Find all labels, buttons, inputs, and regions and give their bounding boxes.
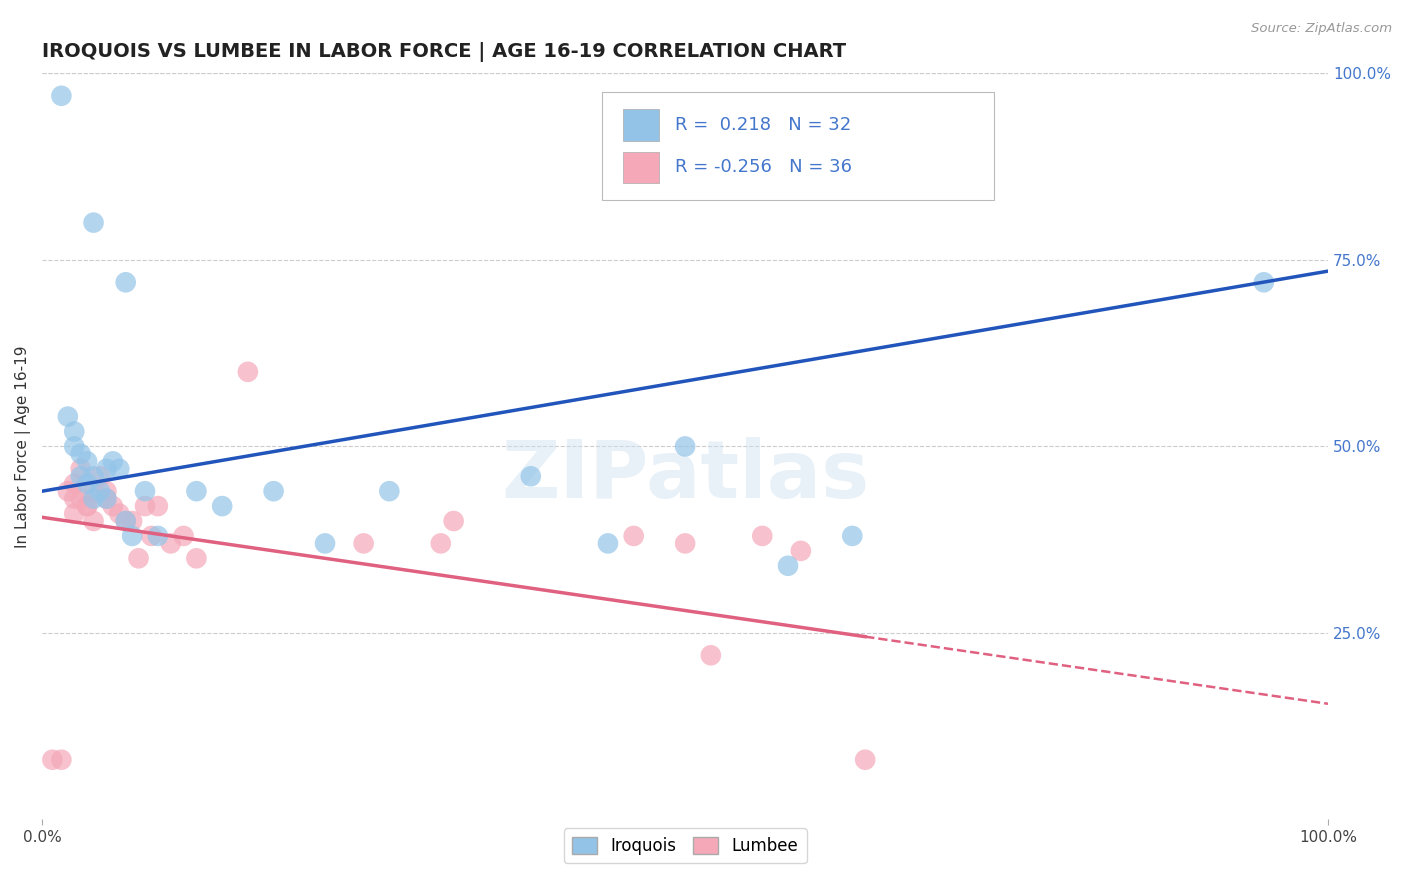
Point (83, 484, 105, 499)
Point (69, 469, 91, 483)
Point (56, 484, 79, 499)
Point (96, 462, 118, 476)
Point (790, 544, 813, 558)
Y-axis label: In Labor Force | Age 16-19: In Labor Force | Age 16-19 (15, 345, 31, 548)
Point (101, 454, 124, 468)
Point (114, 275, 136, 289)
Point (314, 536, 336, 550)
Point (63, 439, 86, 453)
Point (236, 365, 259, 379)
Point (76, 454, 98, 468)
Legend: Iroquois, Lumbee: Iroquois, Lumbee (564, 829, 807, 863)
Point (108, 462, 131, 476)
Point (186, 484, 208, 499)
Point (114, 514, 136, 528)
Point (96, 491, 118, 506)
Point (353, 536, 375, 550)
Point (146, 499, 169, 513)
Point (101, 499, 124, 513)
Text: ZIPatlas: ZIPatlas (501, 437, 869, 516)
Point (673, 439, 696, 453)
Point (96, 484, 118, 499)
Point (429, 536, 451, 550)
FancyBboxPatch shape (623, 109, 659, 141)
Point (63, 491, 86, 506)
Point (121, 514, 143, 528)
Point (69, 491, 91, 506)
Point (128, 551, 150, 566)
Point (121, 529, 143, 543)
Point (146, 529, 169, 543)
Point (76, 499, 98, 513)
Point (211, 499, 233, 513)
Point (63, 425, 86, 439)
Point (134, 484, 156, 499)
Point (1253, 275, 1275, 289)
Point (751, 529, 773, 543)
Point (108, 507, 131, 521)
Point (841, 529, 863, 543)
Point (186, 551, 208, 566)
Point (83, 491, 105, 506)
Point (596, 536, 619, 550)
Point (673, 536, 696, 550)
FancyBboxPatch shape (602, 92, 994, 200)
FancyBboxPatch shape (623, 152, 659, 183)
Text: Source: ZipAtlas.com: Source: ZipAtlas.com (1251, 22, 1392, 36)
Point (134, 499, 156, 513)
Point (83, 514, 105, 528)
Point (853, 753, 876, 767)
Point (76, 499, 98, 513)
Point (89, 484, 111, 499)
Point (41, 753, 63, 767)
Point (56, 409, 79, 424)
Point (63, 507, 86, 521)
Point (776, 558, 799, 573)
Text: IROQUOIS VS LUMBEE IN LABOR FORCE | AGE 16-19 CORRELATION CHART: IROQUOIS VS LUMBEE IN LABOR FORCE | AGE … (42, 42, 846, 62)
Point (173, 529, 195, 543)
Point (51, 88, 73, 103)
Point (520, 469, 543, 483)
Point (83, 469, 105, 483)
Point (83, 216, 105, 230)
Point (69, 462, 91, 476)
Point (378, 484, 401, 499)
Point (89, 469, 111, 483)
Point (51, 753, 73, 767)
Point (263, 484, 285, 499)
Point (159, 536, 181, 550)
Text: R =  0.218   N = 32: R = 0.218 N = 32 (675, 116, 851, 134)
Point (76, 476, 98, 491)
Point (114, 514, 136, 528)
Text: R = -0.256   N = 36: R = -0.256 N = 36 (675, 159, 852, 177)
Point (69, 447, 91, 461)
Point (700, 648, 723, 663)
Point (141, 529, 163, 543)
Point (96, 491, 118, 506)
Point (623, 529, 645, 543)
Point (443, 514, 465, 528)
Point (63, 476, 86, 491)
